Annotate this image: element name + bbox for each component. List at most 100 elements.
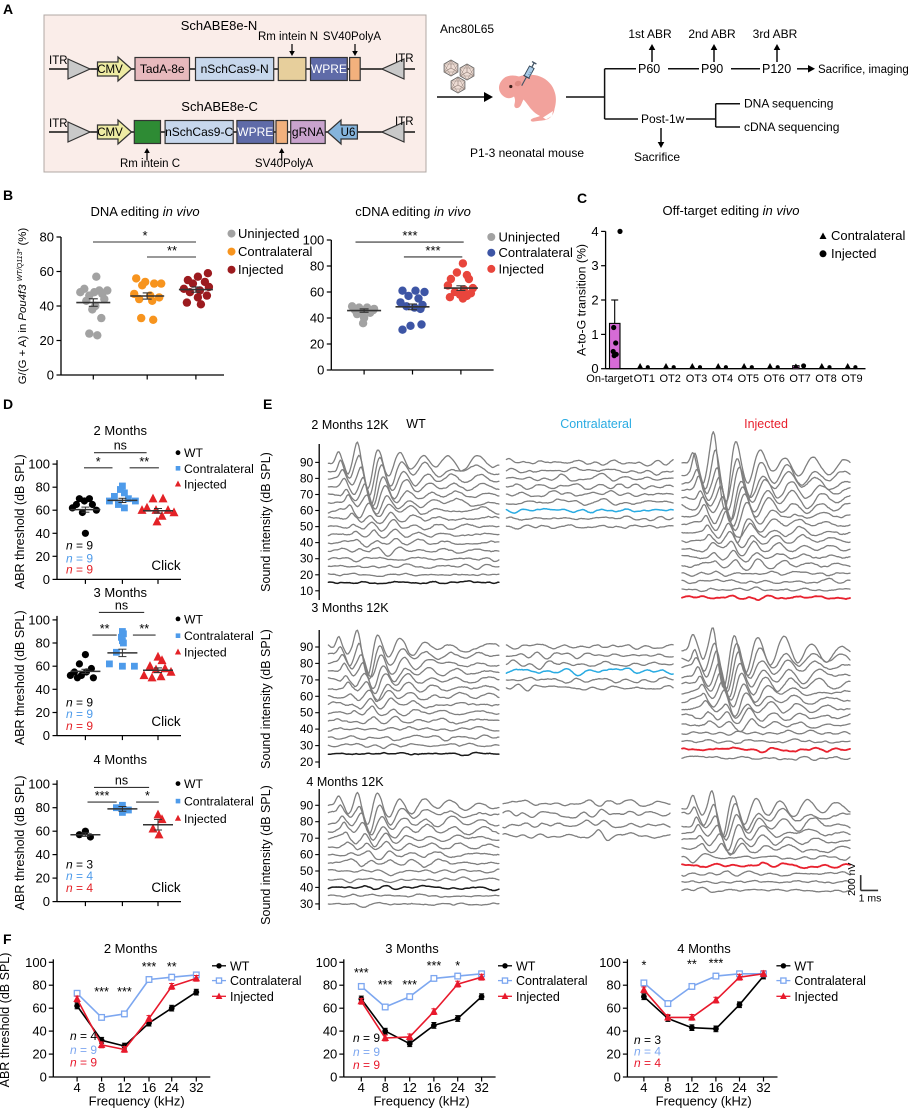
svg-text:12: 12 [117,1080,131,1095]
svg-text:40: 40 [36,847,50,862]
svg-text:40: 40 [300,880,314,894]
svg-text:3 Months: 3 Months [94,585,148,600]
svg-text:60: 60 [36,824,50,839]
svg-text:0: 0 [43,894,50,909]
svg-text:***: *** [142,960,157,974]
svg-text:100: 100 [25,955,47,970]
svg-text:OT3: OT3 [686,373,707,385]
svg-text:32: 32 [756,1080,770,1095]
svg-text:Contralateral: Contralateral [238,244,313,259]
svg-text:***: *** [709,956,724,970]
svg-text:Sacrifice: Sacrifice [634,150,680,164]
svg-text:Sound intensity (dB SPL): Sound intensity (dB SPL) [259,629,273,769]
svg-text:3 Months 12K: 3 Months 12K [311,601,389,615]
svg-text:CMV: CMV [97,127,123,139]
svg-text:70: 70 [300,488,314,502]
svg-text:n = 9: n = 9 [70,1043,97,1057]
svg-text:8: 8 [98,1080,105,1095]
svg-text:SV40PolyA: SV40PolyA [255,158,314,170]
svg-text:OT7: OT7 [789,373,810,385]
svg-text:n = 9: n = 9 [353,1045,380,1059]
svg-text:**: ** [139,622,149,636]
svg-text:16: 16 [427,1080,441,1095]
svg-text:200 nV: 200 nV [846,863,858,896]
svg-text:ITR: ITR [395,53,414,65]
svg-text:24: 24 [164,1080,178,1095]
svg-text:Injected: Injected [516,990,560,1004]
svg-text:80: 80 [36,800,50,815]
svg-text:On-target: On-target [586,373,632,385]
svg-text:20: 20 [36,871,50,886]
svg-text:30: 30 [300,552,314,566]
svg-text:40: 40 [300,536,314,550]
svg-text:OT1: OT1 [634,373,655,385]
svg-text:n = 4: n = 4 [66,869,93,883]
svg-text:40: 40 [323,1024,337,1039]
svg-text:OT4: OT4 [712,373,733,385]
svg-text:4 Months 12K: 4 Months 12K [306,775,384,789]
svg-text:0: 0 [40,1070,47,1085]
svg-text:n = 4: n = 4 [66,881,93,895]
svg-text:100: 100 [28,612,50,627]
svg-text:SchABE8e-C: SchABE8e-C [181,99,258,114]
svg-text:50: 50 [300,706,314,720]
svg-text:70: 70 [300,831,314,845]
svg-text:40: 40 [36,526,50,541]
svg-text:Injected: Injected [230,990,274,1004]
svg-text:n = 9: n = 9 [66,539,93,553]
svg-text:100: 100 [303,233,325,248]
svg-text:100: 100 [316,955,338,970]
svg-text:nSchCas9-N: nSchCas9-N [201,62,269,76]
svg-text:cDNA editing in vivo: cDNA editing in vivo [355,204,471,219]
svg-text:0: 0 [43,728,50,743]
svg-text:80: 80 [40,230,54,245]
svg-text:1: 1 [591,327,598,342]
svg-text:Anc80L65: Anc80L65 [440,22,494,36]
svg-text:Off-target editing in vivo: Off-target editing in vivo [662,203,799,218]
svg-text:n = 9: n = 9 [66,563,93,577]
svg-text:OT6: OT6 [763,373,784,385]
svg-text:3rd ABR: 3rd ABR [753,27,798,41]
svg-text:1 ms: 1 ms [859,893,882,905]
svg-text:*: * [96,455,101,469]
svg-text:4 Months: 4 Months [677,941,731,956]
svg-text:ABR threshold (dB SPL): ABR threshold (dB SPL) [0,953,12,1088]
svg-text:60: 60 [36,503,50,518]
svg-text:Contralateral: Contralateral [184,462,254,476]
svg-text:8: 8 [664,1080,671,1095]
svg-text:100: 100 [28,457,50,472]
svg-text:n = 4: n = 4 [634,1045,661,1059]
svg-text:***: *** [402,228,417,243]
svg-text:WT: WT [794,959,814,973]
svg-text:90: 90 [300,455,314,469]
svg-text:***: *** [117,985,132,999]
svg-text:n = 9: n = 9 [66,695,93,709]
svg-text:ns: ns [115,773,128,787]
svg-text:20: 20 [323,1047,337,1062]
svg-text:0: 0 [317,363,324,378]
svg-text:*: * [455,959,460,973]
svg-text:60: 60 [32,1001,46,1016]
svg-text:SV40PolyA: SV40PolyA [323,31,382,43]
svg-text:n = 3: n = 3 [66,858,93,872]
svg-text:4: 4 [640,1080,647,1095]
svg-text:ns: ns [114,439,127,453]
svg-text:SchABE8e-N: SchABE8e-N [181,18,258,33]
svg-text:30: 30 [300,897,314,911]
svg-text:OT2: OT2 [659,373,680,385]
svg-text:80: 80 [300,471,314,485]
svg-text:E: E [263,396,272,412]
svg-text:ABR threshold (dB SPL): ABR threshold (dB SPL) [13,610,27,745]
svg-text:4: 4 [358,1080,365,1095]
svg-text:Rm intein C: Rm intein C [120,158,180,170]
svg-text:Injected: Injected [184,812,227,826]
svg-text:20: 20 [36,549,50,564]
svg-text:40: 40 [310,311,324,326]
svg-text:n = 9: n = 9 [353,1031,380,1045]
svg-text:n = 3: n = 3 [634,1033,661,1047]
svg-text:***: *** [95,789,110,803]
svg-text:Click: Click [151,714,180,729]
svg-text:Click: Click [151,558,180,573]
svg-text:OT5: OT5 [738,373,759,385]
svg-text:40: 40 [300,722,314,736]
